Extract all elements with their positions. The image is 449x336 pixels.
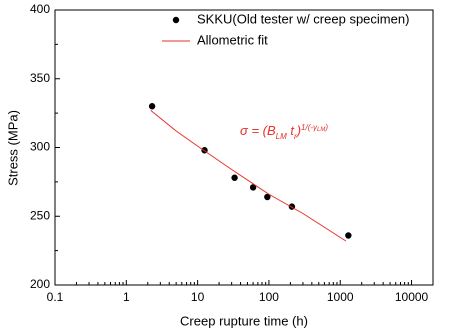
data-point bbox=[264, 193, 271, 201]
ann-part: B bbox=[267, 123, 276, 138]
x-tick-label: 0.1 bbox=[47, 290, 64, 304]
legend-label: Allometric fit bbox=[197, 32, 268, 47]
ann-part: 1/(-γ bbox=[301, 123, 318, 132]
x-tick-label: 10 bbox=[191, 290, 205, 304]
ann-part: ) bbox=[295, 123, 301, 138]
annotation: σ = (BLM tr)1/(-γLM) bbox=[240, 123, 328, 141]
x-tick-label: 100 bbox=[259, 290, 279, 304]
y-tick-label: 400 bbox=[30, 2, 50, 16]
ann-part: σ = ( bbox=[240, 123, 269, 138]
y-tick-label: 300 bbox=[30, 140, 50, 154]
y-tick-label: 200 bbox=[30, 277, 50, 291]
legend-marker bbox=[172, 16, 180, 24]
y-tick-label: 350 bbox=[30, 71, 50, 85]
data-point bbox=[345, 232, 352, 239]
ann-part: ) bbox=[324, 123, 328, 132]
ann-part: t bbox=[287, 123, 296, 138]
x-tick-label: 1 bbox=[123, 290, 130, 304]
data-point bbox=[249, 184, 257, 191]
x-tick-label: 1000 bbox=[327, 290, 354, 304]
y-axis-label: Stress (MPa) bbox=[5, 110, 20, 186]
y-tick-label: 250 bbox=[30, 208, 50, 222]
ann-part: LM bbox=[317, 127, 325, 133]
x-tick-label: 10000 bbox=[395, 290, 429, 304]
data-point bbox=[231, 174, 238, 181]
ann-part: LM bbox=[276, 132, 287, 141]
legend-label: SKKU(Old tester w/ creep specimen) bbox=[197, 11, 409, 26]
ann-part: r bbox=[294, 132, 297, 141]
plot-frame bbox=[54, 9, 434, 286]
fit-line bbox=[150, 109, 347, 242]
data-point bbox=[148, 103, 156, 110]
x-axis-label: Creep rupture time (h) bbox=[180, 313, 308, 328]
